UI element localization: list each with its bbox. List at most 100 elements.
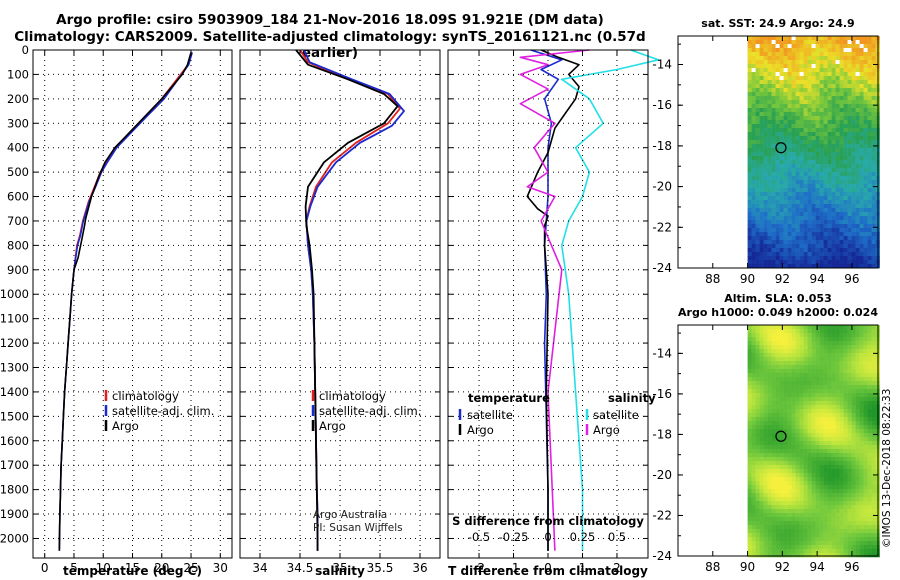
sst-map-cell [747, 84, 752, 89]
sla-map-cell [815, 409, 820, 414]
sla-map-cell [771, 397, 776, 402]
sla-map-cell [843, 541, 848, 546]
depth-tick-label: 1200 [0, 336, 29, 350]
sst-map-cell [747, 204, 752, 209]
sst-map-cell [767, 172, 772, 177]
sla-map-cell [831, 385, 836, 390]
sla-map-cell [823, 369, 828, 374]
sla-map-cell [843, 445, 848, 450]
sla-map-cell [811, 349, 816, 354]
sla-map-cell [855, 473, 860, 478]
salinity-xtick-label: 34 [252, 561, 267, 575]
sla-map-cell [759, 397, 764, 402]
sla-map-cell [855, 541, 860, 546]
sla-map-cell [871, 413, 876, 418]
sst-map-cell [811, 160, 816, 165]
sla-map-cell [811, 417, 816, 422]
sla-map-cell [751, 441, 756, 446]
sst-map-cell [755, 100, 760, 105]
sla-map-cell [871, 545, 876, 550]
sla-map-cell [811, 377, 816, 382]
sla-map-cell [859, 377, 864, 382]
sla-map-cell [779, 533, 784, 538]
sla-map-cell [819, 449, 824, 454]
salinity-series-satellite_adj [303, 49, 405, 551]
sla-map-cell [775, 357, 780, 362]
sst-map-cell [795, 188, 800, 193]
credit-line2: PI: Susan Wijffels [313, 522, 403, 534]
sla-map-cell [819, 325, 824, 330]
sst-map-cell [871, 228, 876, 233]
sst-map-cell [859, 264, 864, 269]
sst-map-cell [759, 124, 764, 129]
sst-map-cell [799, 212, 804, 217]
sla-map-cell [863, 521, 868, 526]
sla-map-cell [867, 533, 872, 538]
sst-map-cell [839, 232, 844, 237]
sst-map-cell [839, 176, 844, 181]
sst-map-cell [855, 232, 860, 237]
sla-map-cell [763, 461, 768, 466]
sla-map-cell [775, 377, 780, 382]
sla-map-cell [791, 437, 796, 442]
sst-map-cell [775, 96, 780, 101]
sst-map-cell [803, 128, 808, 133]
sst-map-cell [871, 252, 876, 257]
sst-map-cell [807, 188, 812, 193]
sst-map-cell [859, 244, 864, 249]
sla-map-cell [823, 393, 828, 398]
sla-map-cell [771, 361, 776, 366]
sla-map-cell [747, 537, 752, 542]
sla-map-cell [859, 513, 864, 518]
sla-map-cell [759, 441, 764, 446]
sst-map-cell [751, 136, 756, 141]
sst-map-cell [799, 228, 804, 233]
sst-map-cell [871, 152, 876, 157]
sst-map-cell [847, 192, 852, 197]
sla-map-cell [751, 353, 756, 358]
sla-map-cell [767, 469, 772, 474]
sst-map-cell [759, 240, 764, 245]
sla-map-cell [823, 481, 828, 486]
sst-map-cell [867, 152, 872, 157]
sst-map-cell [763, 160, 768, 165]
sst-map-cell [859, 184, 864, 189]
sla-map-cell [779, 525, 784, 530]
sla-map-cell [799, 537, 804, 542]
sla-map-cell [751, 461, 756, 466]
sst-map-cell [759, 72, 764, 77]
sla-map-cell [847, 357, 852, 362]
sla-map-cell [867, 429, 872, 434]
sst-map-cell [783, 56, 788, 61]
sla-map-cell [871, 537, 876, 542]
sla-map-cell [843, 453, 848, 458]
sla-map-cell [779, 501, 784, 506]
sst-map-cell [767, 252, 772, 257]
sla-map-cell [811, 341, 816, 346]
sst-map-cell [871, 128, 876, 133]
sla-map-cell [791, 433, 796, 438]
sla-map-cell [759, 341, 764, 346]
sla-map-cell [871, 533, 876, 538]
sst-map-cell [855, 56, 860, 61]
sla-map-cell [815, 429, 820, 434]
sst-map-cell [811, 76, 816, 81]
sla-map-cell [815, 353, 820, 358]
sla-map-cell [783, 417, 788, 422]
sla-map-cell [779, 481, 784, 486]
sla-map-cell [819, 441, 824, 446]
sst-map-cell [767, 40, 772, 45]
sla-map-cell [775, 517, 780, 522]
sst-map-cell [791, 264, 796, 269]
sla-map-cell [811, 453, 816, 458]
sst-map-cell [767, 200, 772, 205]
sla-map-cell [783, 397, 788, 402]
sst-map-cell [839, 156, 844, 161]
sst-map-cell [783, 200, 788, 205]
sst-map-cell [759, 128, 764, 133]
sla-map-cell [859, 341, 864, 346]
sst-map-cell [807, 260, 812, 265]
sla-map-cell [851, 393, 856, 398]
sst-map-cell [763, 232, 768, 237]
sla-map-cell [759, 545, 764, 550]
